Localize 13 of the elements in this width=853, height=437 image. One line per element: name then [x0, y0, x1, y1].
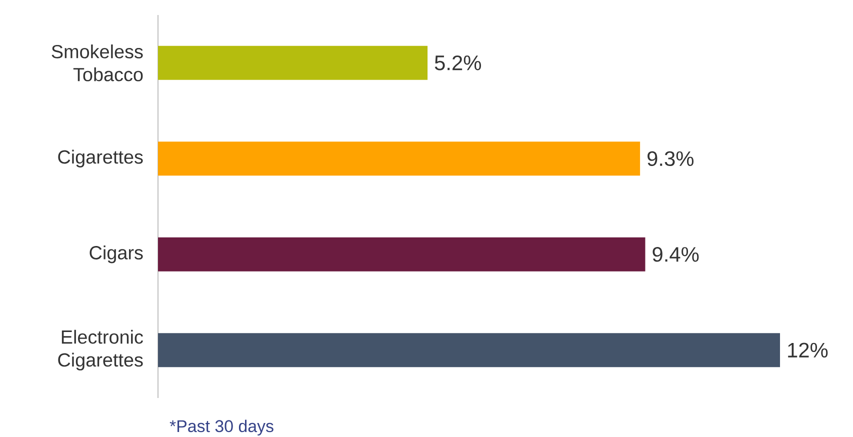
bar: [158, 237, 646, 272]
bar: [158, 333, 780, 368]
data-label: 9.3%: [648, 151, 694, 166]
data-label: 9.4%: [652, 246, 699, 262]
y-tick-label: Electronic Cigarettes: [58, 330, 143, 370]
y-tick-label: Cigarettes: [58, 150, 143, 168]
bar: [158, 142, 640, 176]
text: *Past 30 days: [170, 420, 274, 436]
bar: [158, 46, 428, 80]
y-tick-label: Smokeless Tobacco: [52, 44, 143, 82]
data-label: 5.2%: [434, 55, 481, 70]
y-tick-label: Cigars: [90, 246, 143, 264]
data-label: 12%: [788, 342, 828, 358]
